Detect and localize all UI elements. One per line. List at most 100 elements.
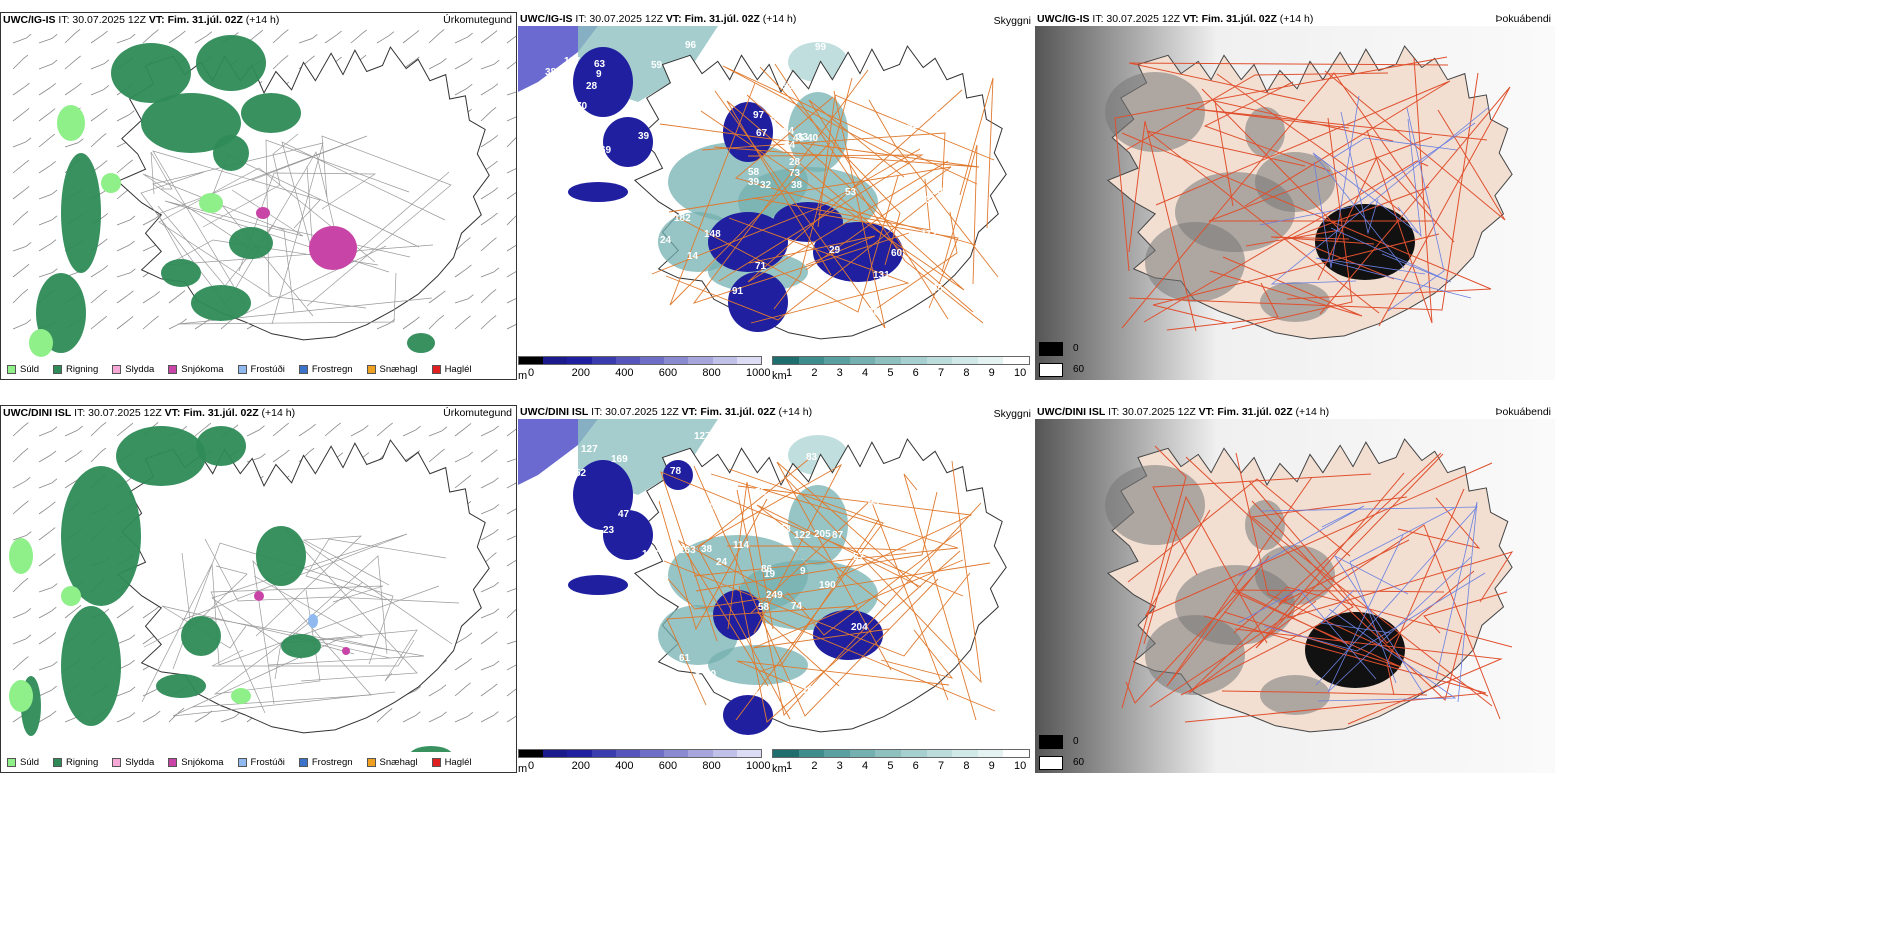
snow-area bbox=[256, 207, 270, 219]
road-line bbox=[748, 235, 876, 266]
visibility-value-label: 74 bbox=[791, 601, 803, 612]
panel-vis-bottom: UWC/DINI ISL IT: 30.07.2025 12Z VT: Fim.… bbox=[518, 405, 1035, 773]
road-line bbox=[718, 154, 924, 282]
wind-barb bbox=[428, 426, 448, 437]
visibility-value-label: 22 bbox=[576, 297, 588, 308]
wind-barb bbox=[194, 422, 212, 437]
colorbar-tick: 800 bbox=[702, 760, 721, 772]
wind-barb bbox=[402, 425, 421, 437]
visibility-value-label: 114 bbox=[733, 540, 750, 551]
colorbar-tick: 1000 bbox=[746, 760, 771, 772]
road-line bbox=[191, 559, 372, 708]
visibility-value-label: 45 bbox=[793, 133, 805, 144]
road-line bbox=[776, 461, 919, 671]
colorbar-tick: 6 bbox=[912, 760, 919, 772]
legend-label: Súld bbox=[20, 363, 40, 375]
road-line bbox=[1188, 590, 1317, 694]
visibility-value-label: 73 bbox=[789, 168, 801, 179]
drizzle-area bbox=[199, 193, 223, 213]
precip-legend-item: Snæhagl bbox=[366, 364, 418, 375]
low-visibility-area bbox=[573, 47, 633, 117]
colorbar-tick: 600 bbox=[658, 367, 678, 379]
legend-swatch bbox=[1039, 362, 1063, 377]
wind-barb bbox=[90, 289, 107, 304]
wind-barb bbox=[12, 186, 30, 200]
precip-legend-item: Haglél bbox=[431, 363, 472, 375]
wind-barb bbox=[454, 451, 473, 463]
road-line bbox=[1231, 117, 1353, 330]
precip-legend-item: Snjókoma bbox=[168, 757, 224, 768]
panel-header: UWC/DINI ISL IT: 30.07.2025 12Z VT: Fim.… bbox=[1037, 406, 1551, 418]
wind-barb bbox=[116, 33, 136, 44]
fog-legend-item: 60 bbox=[1039, 752, 1084, 773]
visibility-value-label: 38 bbox=[701, 544, 713, 555]
road-line bbox=[1397, 497, 1481, 549]
wind-barb bbox=[480, 289, 497, 304]
visibility-value-label: 253 bbox=[774, 524, 791, 535]
colorbar-tick: 4 bbox=[862, 367, 869, 379]
wind-barb bbox=[272, 29, 289, 44]
colorbar-tick: 5 bbox=[887, 367, 894, 379]
wind-barb bbox=[506, 192, 516, 200]
road-line bbox=[941, 144, 978, 285]
road-line bbox=[759, 66, 901, 266]
legend-label: Haglél bbox=[444, 363, 472, 375]
legend-swatch bbox=[431, 757, 441, 767]
visibility-value-label: 39 bbox=[855, 473, 867, 484]
wind-barb bbox=[480, 660, 500, 671]
colorbar-tick: 0 bbox=[528, 760, 535, 772]
road-line bbox=[177, 272, 433, 325]
legend-swatch bbox=[237, 757, 247, 767]
wind-barb bbox=[38, 161, 56, 174]
reduced-visibility-area bbox=[708, 645, 808, 685]
snow-area bbox=[254, 591, 264, 601]
visibility-value-label: 28 bbox=[586, 81, 598, 92]
visibility-value-label: 117 bbox=[564, 56, 581, 67]
visibility-value-label: 80 bbox=[868, 307, 880, 318]
road-line bbox=[752, 178, 931, 231]
visibility-value-label: 31 bbox=[925, 195, 937, 206]
road-line bbox=[817, 213, 959, 309]
visibility-value-label: 33 bbox=[797, 132, 809, 143]
visibility-value-label: 58 bbox=[758, 602, 770, 613]
visibility-value-label: 69 bbox=[600, 145, 612, 156]
road-line bbox=[1125, 570, 1259, 704]
road-line bbox=[1185, 107, 1488, 141]
low-visibility-area bbox=[568, 182, 628, 202]
wind-barb bbox=[506, 168, 516, 174]
wind-barb bbox=[142, 29, 159, 44]
road-line bbox=[1152, 473, 1372, 576]
road-line bbox=[305, 538, 447, 601]
panel-fog-bottom: UWC/DINI ISL IT: 30.07.2025 12Z VT: Fim.… bbox=[1035, 405, 1555, 773]
wind-barb bbox=[116, 686, 136, 697]
product-name: Þokuábendi bbox=[1495, 406, 1551, 418]
wind-barb bbox=[90, 108, 108, 122]
visibility-value-label: 106 bbox=[642, 549, 659, 560]
road-line bbox=[880, 629, 954, 679]
legend-swatch bbox=[112, 364, 122, 374]
wind-barb bbox=[116, 316, 134, 330]
road-line bbox=[658, 498, 768, 631]
wind-barb bbox=[428, 314, 445, 330]
wind-barb bbox=[168, 30, 186, 44]
visibility-value-label: 62 bbox=[781, 81, 793, 92]
visibility-value-label: 52 bbox=[575, 468, 587, 479]
drizzle-area bbox=[61, 586, 81, 606]
visibility-value-label: 116 bbox=[577, 649, 594, 660]
visibility-value-label: 86 bbox=[761, 564, 773, 575]
road-line bbox=[783, 460, 982, 684]
road-line bbox=[1125, 72, 1389, 151]
legend-label: Slydda bbox=[125, 756, 155, 768]
road-line bbox=[1255, 453, 1444, 649]
wind-barb bbox=[12, 33, 32, 44]
wind-barb bbox=[506, 244, 516, 252]
wind-barb bbox=[38, 34, 58, 44]
visibility-value-label: 127 bbox=[581, 444, 598, 455]
road-line bbox=[1114, 56, 1448, 272]
colorbar-tick: 10 bbox=[1014, 367, 1027, 379]
wind-barb bbox=[324, 422, 341, 437]
wind-barb bbox=[12, 531, 32, 541]
road-line bbox=[1149, 524, 1501, 720]
road-line bbox=[1223, 590, 1402, 668]
wind-barb bbox=[480, 425, 499, 437]
